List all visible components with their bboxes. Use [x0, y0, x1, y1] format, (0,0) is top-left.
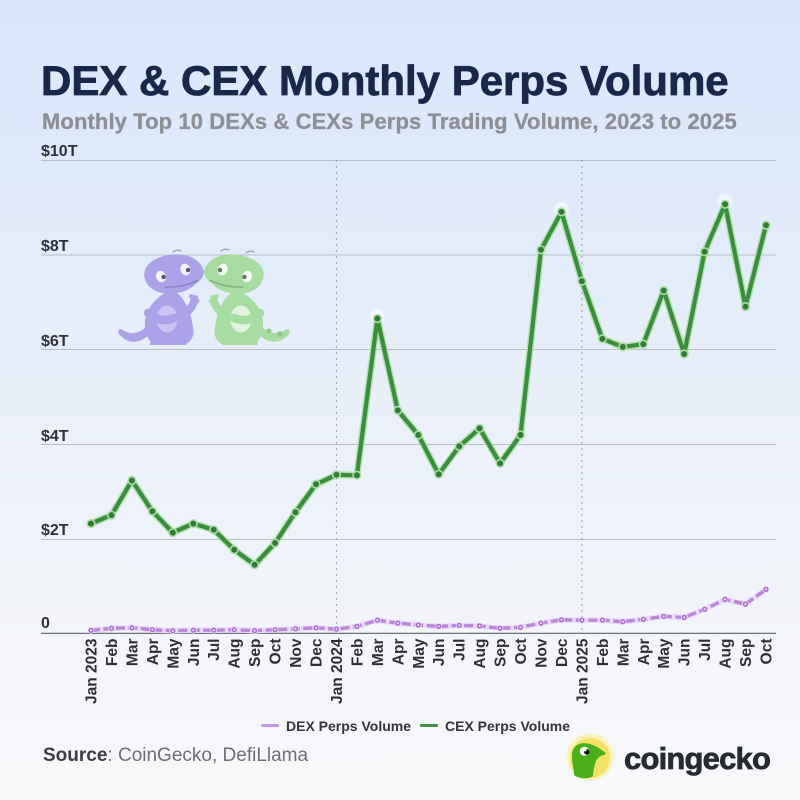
svg-text:Feb: Feb: [104, 639, 121, 667]
svg-text:Sep: Sep: [493, 639, 510, 667]
svg-text:Sep: Sep: [247, 639, 264, 667]
svg-text:Jan 2025: Jan 2025: [574, 638, 591, 704]
svg-text:Jun: Jun: [431, 639, 448, 667]
svg-text:Nov: Nov: [534, 638, 551, 668]
svg-text:Feb: Feb: [595, 639, 612, 667]
svg-text:Mar: Mar: [615, 639, 632, 667]
svg-text:May: May: [656, 638, 673, 669]
svg-text:Nov: Nov: [288, 638, 305, 668]
svg-text:Jul: Jul: [206, 639, 223, 661]
svg-text:Dec: Dec: [309, 638, 326, 667]
svg-text:Aug: Aug: [227, 639, 244, 669]
svg-text:Aug: Aug: [472, 639, 489, 669]
svg-text:May: May: [411, 638, 428, 669]
svg-text:Jan 2024: Jan 2024: [329, 638, 346, 704]
svg-text:Oct: Oct: [513, 639, 530, 665]
svg-text:Oct: Oct: [268, 639, 285, 665]
svg-text:Jan 2023: Jan 2023: [84, 638, 101, 704]
svg-text:Mar: Mar: [370, 639, 387, 667]
svg-text:Jul: Jul: [452, 639, 469, 661]
svg-text:Jun: Jun: [186, 639, 203, 667]
svg-text:May: May: [165, 638, 182, 669]
svg-text:Jun: Jun: [677, 639, 694, 667]
svg-text:Mar: Mar: [124, 639, 141, 667]
svg-text:Apr: Apr: [145, 639, 162, 666]
svg-text:Sep: Sep: [738, 639, 755, 667]
svg-text:Apr: Apr: [636, 639, 653, 666]
svg-text:Feb: Feb: [349, 639, 366, 667]
svg-text:Dec: Dec: [554, 638, 571, 667]
svg-text:Apr: Apr: [390, 639, 407, 666]
svg-text:Oct: Oct: [759, 639, 776, 665]
svg-text:Aug: Aug: [718, 639, 735, 669]
svg-text:Jul: Jul: [697, 639, 714, 661]
